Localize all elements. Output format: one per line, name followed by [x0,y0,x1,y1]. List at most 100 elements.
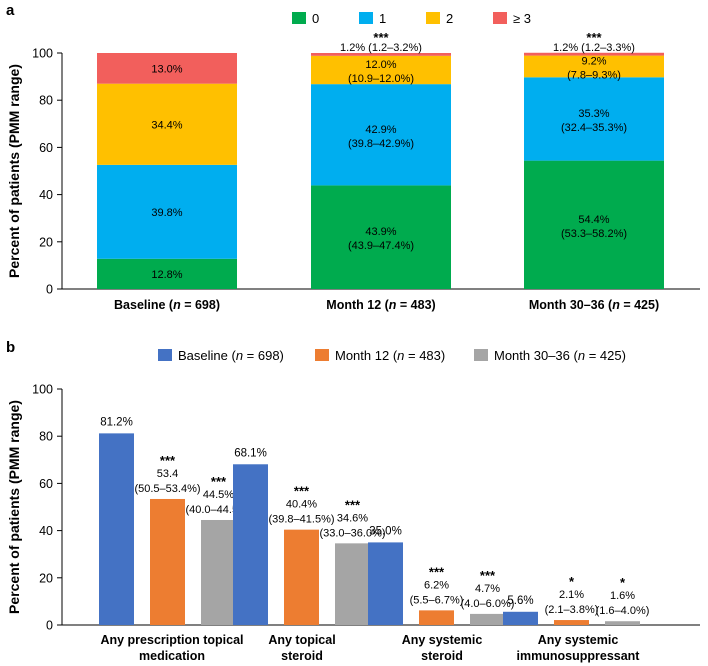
x-category-label-b: medication [139,649,205,663]
legend-label-b: Month 30–36 (n = 425) [494,348,626,363]
segment-value-label: 54.4% [578,214,609,226]
bar-value-label: 35.0% [369,525,402,537]
y-tick-label-b: 60 [39,477,53,491]
legend-swatch-b [158,349,172,361]
x-category-label-a: Month 30–36 (n = 425) [529,298,659,312]
stacked-bar-segment [524,160,664,289]
significance-marker: *** [294,484,310,499]
grouped-bar [150,498,185,625]
grouped-bar [419,610,454,625]
bar-range-label: (33.0–36.0%) [319,527,385,539]
legend-label-a: 1 [379,11,386,26]
segment-value-label: 43.9% [365,226,396,238]
segment-value-label: 34.4% [151,119,182,131]
stacked-bar-segment [311,84,451,186]
significance-marker: *** [480,568,496,583]
y-tick-label-b: 20 [39,571,53,585]
y-tick-label-a: 20 [39,235,53,249]
legend-label-b: Baseline (n = 698) [178,348,284,363]
bar-value-label: 40.4% [286,499,317,511]
x-category-label-b: Any topical [268,633,335,647]
grouped-bar [99,433,134,625]
bar-range-label: (50.5–53.4%) [134,483,200,495]
y-tick-label-a: 40 [39,188,53,202]
stacked-bar-segment [524,52,664,56]
x-category-label-b: Any systemic [538,633,619,647]
legend-swatch-b [474,349,488,361]
bar-range-label: (2.1–3.8%) [545,604,599,616]
segment-value-label: 12.0% [365,59,396,71]
panel-label-b: b [6,339,15,356]
y-axis-title-a: Percent of patients (PMM range) [6,64,22,278]
stacked-bar-segment [311,55,451,85]
segment-range-label: (39.8–42.9%) [348,138,414,150]
legend-label-a: ≥ 3 [513,11,531,26]
grouped-bar [605,621,640,625]
bar-range-label: (1.6–4.0%) [596,605,650,617]
segment-value-label: 1.2% (1.2–3.3%) [553,42,635,54]
stacked-bar-segment [97,258,237,289]
segment-value-label: 1.2% (1.2–3.2%) [340,42,422,54]
segment-value-label: 9.2% [581,55,606,67]
bar-value-label: 1.6% [610,590,635,602]
bar-value-label: 68.1% [234,447,267,459]
y-tick-label-b: 100 [32,383,53,397]
significance-marker: *** [160,453,176,468]
legend-swatch-b [315,349,329,361]
bar-value-label: 81.2% [100,416,133,428]
y-tick-label-a: 60 [39,141,53,155]
stacked-bar-segment [524,55,664,78]
bar-range-label: (39.8–41.5%) [268,514,334,526]
y-axis-title-b: Percent of patients (PMM range) [6,400,22,614]
y-tick-label-b: 0 [46,619,53,633]
legend-swatch-a [292,12,306,24]
segment-value-label: 39.8% [151,207,182,219]
bar-value-label: 6.2% [424,579,449,591]
grouped-bar [554,620,589,625]
x-category-label-b: immunosuppressant [517,649,641,663]
y-tick-label-a: 80 [39,94,53,108]
stacked-bar-segment [97,53,237,84]
significance-marker: *** [429,564,445,579]
segment-range-label: (10.9–12.0%) [348,73,414,85]
x-category-label-b: steroid [421,649,463,663]
panel-label-a: a [6,2,15,19]
segment-range-label: (43.9–47.4%) [348,240,414,252]
x-category-label-a: Month 12 (n = 483) [326,298,435,312]
grouped-bar [201,519,236,625]
segment-range-label: (53.3–58.2%) [561,228,627,240]
legend-label-b: Month 12 (n = 483) [335,348,445,363]
grouped-bar [335,543,370,625]
y-tick-label-b: 80 [39,430,53,444]
grouped-bar [368,542,403,625]
x-category-label-b: Any prescription topical [100,633,243,647]
significance-marker: * [620,575,626,590]
bar-value-label: 4.7% [475,583,500,595]
significance-marker: *** [211,474,227,489]
stacked-bar-segment [97,164,237,259]
bar-range-label: (5.5–6.7%) [410,594,464,606]
legend-label-a: 2 [446,11,453,26]
y-tick-label-a: 0 [46,283,53,297]
significance-marker: * [569,574,575,589]
legend-swatch-a [426,12,440,24]
stacked-bar-segment [311,185,451,289]
x-category-label-b: steroid [281,649,323,663]
grouped-bar [503,611,538,625]
stacked-bar-segment [311,53,451,56]
significance-marker: *** [586,30,602,45]
grouped-bar [233,464,268,625]
bar-value-label: 34.6% [337,512,368,524]
legend-swatch-a [493,12,507,24]
bar-range-label: (4.0–6.0%) [461,598,515,610]
bar-value-label: 53.4 [157,468,178,480]
segment-range-label: (32.4–35.3%) [561,122,627,134]
segment-value-label: 13.0% [151,63,182,75]
legend-swatch-a [359,12,373,24]
segment-value-label: 42.9% [365,124,396,136]
chart-b-grouped-bar: 0 20 40 60 80 100 Percent of patients (PMM ran… [6,348,700,663]
y-tick-label-b: 40 [39,524,53,538]
grouped-bar [470,613,505,625]
